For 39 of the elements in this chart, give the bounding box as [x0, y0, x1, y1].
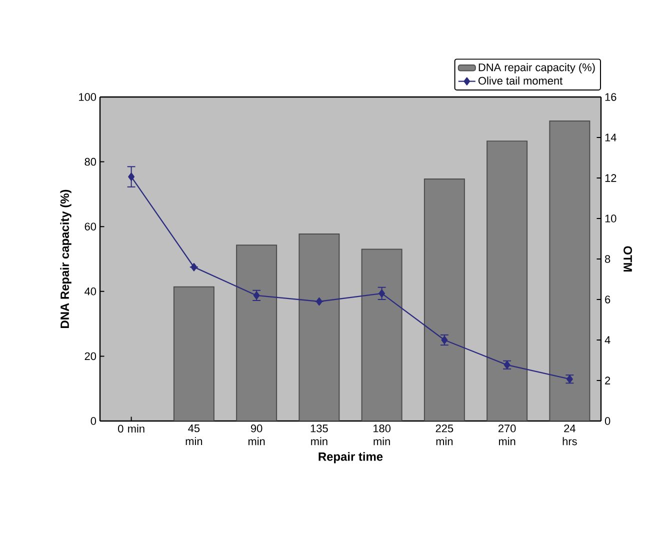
y2-tick-label: 6	[605, 296, 610, 304]
bar	[236, 244, 278, 421]
y2-axis-title: OTM	[624, 246, 632, 272]
y-tick-label: 40	[84, 288, 96, 296]
bar	[549, 120, 590, 421]
y-tick-label: 100	[79, 93, 96, 101]
point	[316, 297, 322, 306]
y2-tick-label: 10	[605, 214, 616, 222]
x-tick-label: 45 min	[186, 424, 202, 446]
bar	[424, 178, 465, 421]
x-tick-label: 225 min	[436, 424, 454, 446]
x-tick-label: 270 min	[498, 424, 516, 446]
bar	[298, 234, 340, 421]
x-tick-label: 0 min	[118, 424, 144, 433]
point	[128, 172, 135, 181]
y2-tick-label: 12	[605, 174, 616, 182]
y2-tick-label: 2	[605, 376, 610, 384]
y2-tick-label: 16	[605, 93, 616, 101]
y-tick-label: 20	[84, 352, 96, 360]
y-tick-label: 0	[90, 417, 96, 425]
bar	[361, 248, 402, 421]
legend-label: Olive tail moment	[478, 76, 563, 85]
y2-tick-label: 8	[604, 255, 610, 263]
y2-tick-label: 4	[604, 336, 610, 344]
x-tick-label: 180 min	[373, 424, 391, 446]
x-tick-label: 24 hrs	[562, 424, 577, 446]
legend-label: DNA repair capacity (%)	[478, 63, 595, 74]
x-tick-label: 135 min	[310, 424, 328, 446]
x-axis-title: Repair time	[318, 452, 383, 464]
y-axis-title: DNA Repair capacity (%)	[60, 190, 72, 328]
y2-tick-label: 0	[604, 417, 610, 425]
point	[190, 263, 198, 272]
y-tick-label: 80	[84, 158, 96, 166]
x-tick-label: 90 min	[248, 424, 265, 446]
point	[378, 289, 386, 298]
bar	[486, 140, 528, 421]
y2-tick-label: 14	[605, 134, 616, 142]
y-tick-label: 60	[84, 222, 96, 230]
bar	[173, 286, 214, 421]
